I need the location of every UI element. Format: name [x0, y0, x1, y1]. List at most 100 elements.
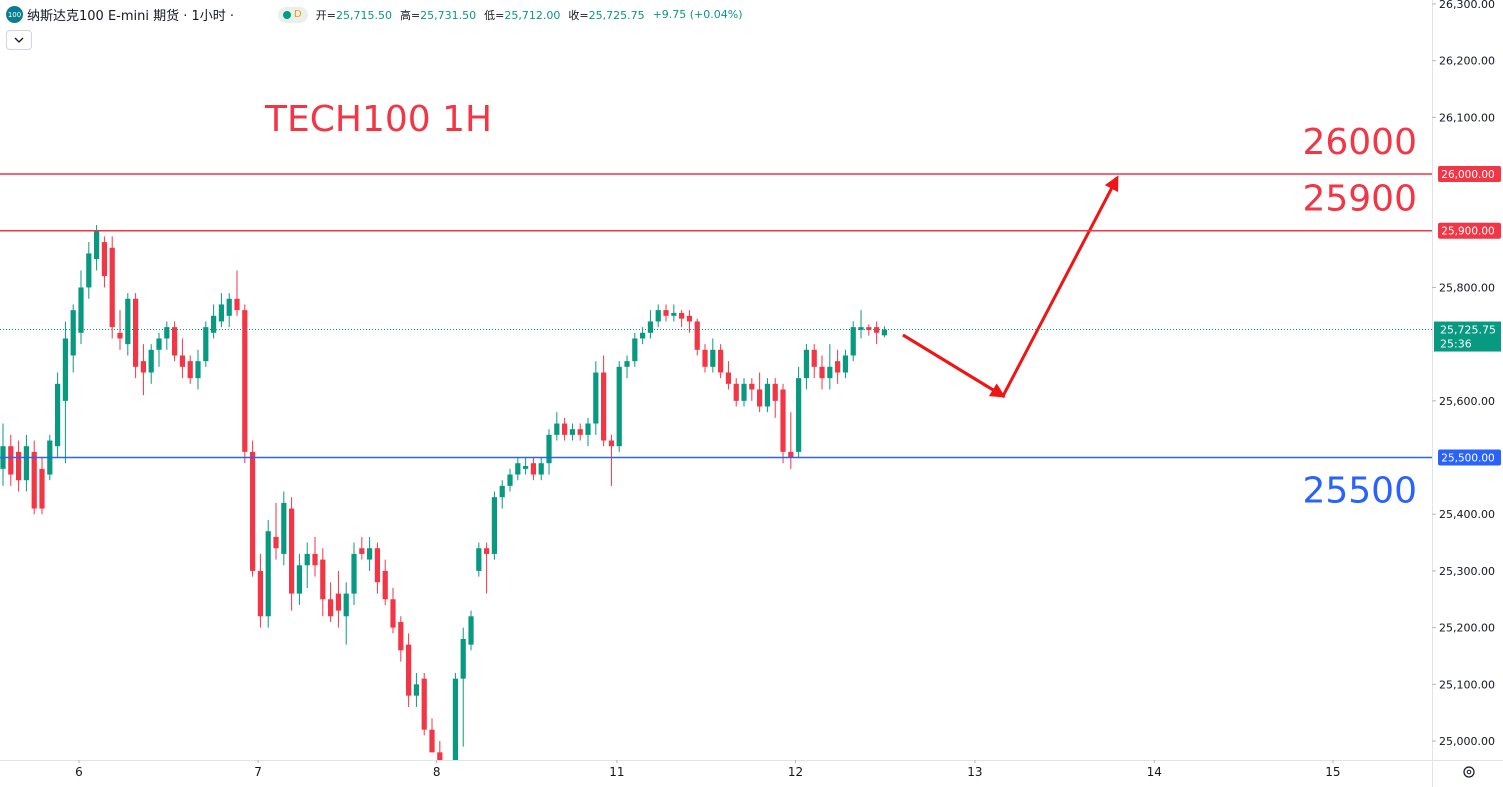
x-tick-label: 14: [1147, 765, 1162, 779]
candle-body: [343, 593, 349, 617]
candle-body: [554, 423, 560, 435]
candle-body: [234, 298, 240, 311]
candle-body: [312, 553, 318, 566]
candle-body: [78, 287, 84, 333]
candle-body: [546, 434, 552, 464]
candle-body: [47, 440, 53, 475]
candle-body: [881, 329, 888, 336]
candle-body: [250, 451, 256, 571]
candle-body: [257, 570, 264, 617]
candle-body: [515, 463, 521, 475]
x-tick-label: 7: [254, 765, 262, 779]
level-label: 25500: [1302, 471, 1417, 512]
candle-body: [296, 565, 303, 594]
candle-body: [655, 310, 661, 322]
candle-body: [484, 548, 490, 554]
level-axis-label: 25,500.00: [1441, 453, 1494, 465]
candle-body: [874, 327, 880, 333]
candle-body: [367, 548, 373, 560]
candle-body: [125, 298, 131, 345]
candle-body: [156, 338, 162, 350]
level-axis-box: [1438, 222, 1501, 239]
candle-body: [819, 366, 825, 379]
ohlc-value: 25,731.50: [420, 8, 477, 22]
symbol-name[interactable]: 纳斯达克100 E-mini 期货 · 1小时 ·: [27, 9, 235, 24]
symbol-logo: 100: [6, 6, 23, 23]
candle-body: [351, 553, 357, 594]
candle-body: [140, 361, 147, 373]
ohlc-high: 高=25,731.50: [400, 7, 476, 23]
candle-body: [530, 463, 537, 475]
candle-body: [218, 304, 225, 322]
candle-body: [593, 372, 599, 424]
candle-body: [725, 372, 732, 384]
chart-title: TECH100 1H: [264, 99, 492, 140]
candle-body: [686, 315, 693, 322]
candle-body: [733, 383, 739, 401]
y-tick-label: 25,800.00: [1439, 281, 1495, 294]
candle-body: [632, 338, 638, 362]
candle-body: [640, 332, 646, 339]
candle-body: [491, 497, 498, 554]
level-label: 25900: [1302, 179, 1417, 220]
candle-body: [374, 548, 381, 583]
candle-body: [835, 361, 841, 373]
candle-body: [195, 361, 201, 379]
candle-body: [788, 451, 794, 458]
x-tick-label: 13: [967, 765, 982, 779]
x-tick-label: 12: [788, 765, 803, 779]
y-tick-label: 25,200.00: [1439, 622, 1495, 635]
candle-body: [164, 327, 170, 339]
candle-body: [764, 383, 771, 407]
level-axis-box: [1438, 166, 1501, 183]
ohlc-change: +9.75 (+0.04%): [652, 8, 743, 21]
ohlc-label: 开=: [315, 8, 336, 22]
candle-body: [148, 349, 154, 373]
candle-body: [265, 531, 271, 617]
y-tick-label: 25,000.00: [1439, 735, 1495, 748]
candle-body: [382, 570, 388, 600]
level-axis-label: 26,000.00: [1441, 169, 1494, 181]
candle-body: [62, 338, 69, 401]
candle-body: [780, 389, 786, 452]
candle-body: [858, 327, 864, 330]
candle-body: [710, 349, 716, 367]
settings-icon[interactable]: [1463, 766, 1475, 778]
y-tick-label: 26,200.00: [1439, 55, 1495, 68]
candle-body: [179, 355, 186, 367]
ohlc-value: 25,725.75: [588, 8, 645, 22]
ohlc-close: 收=25,725.75: [568, 7, 644, 23]
candle-body: [538, 463, 544, 475]
x-tick-label: 15: [1325, 765, 1340, 779]
candle-body: [289, 508, 295, 594]
candle-body: [718, 349, 724, 373]
candle-body: [320, 559, 326, 600]
candle-body: [390, 599, 396, 628]
collapse-button[interactable]: [6, 30, 32, 50]
candle-body: [757, 389, 763, 407]
candle-body: [328, 599, 334, 617]
y-tick-label: 25,600.00: [1439, 395, 1495, 408]
candle-body: [569, 429, 576, 435]
level-label: 26000: [1302, 122, 1417, 163]
candle-body: [827, 366, 833, 379]
ohlc-value: 25,712.00: [504, 8, 561, 22]
candle-body: [468, 616, 474, 645]
legend-header: 100 纳斯达克100 E-mini 期货 · 1小时 · D 开=25,715…: [6, 5, 743, 24]
candle-body: [507, 474, 513, 486]
x-tick-label: 8: [433, 765, 441, 779]
candle-body: [749, 383, 755, 390]
candle-body: [702, 349, 708, 367]
y-tick-label: 25,400.00: [1439, 508, 1495, 521]
candle-body: [413, 684, 420, 696]
candle-body: [523, 466, 529, 469]
candle-body: [842, 355, 849, 373]
candle-body: [452, 678, 459, 760]
candle-body: [499, 485, 505, 498]
candle-body: [86, 253, 92, 288]
candle-body: [172, 327, 178, 356]
candle-body: [585, 423, 591, 435]
candle-body: [796, 378, 802, 452]
candle-body: [211, 315, 217, 333]
